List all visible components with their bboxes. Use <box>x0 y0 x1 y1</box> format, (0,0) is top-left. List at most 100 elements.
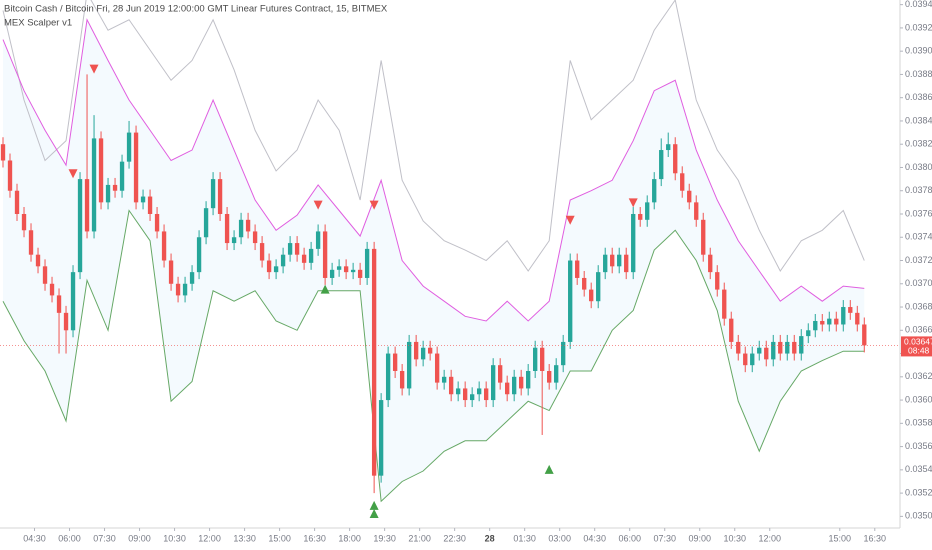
candle <box>434 346 440 390</box>
candle <box>0 137 6 168</box>
candle-body <box>287 243 293 255</box>
candle-body <box>575 260 580 278</box>
candle <box>771 334 776 367</box>
candle <box>448 369 454 402</box>
candle <box>540 340 545 435</box>
candle-body <box>175 283 181 296</box>
candle-body <box>336 266 342 270</box>
candle-body <box>280 254 286 267</box>
candle-body <box>624 254 629 273</box>
candle-body <box>757 347 762 354</box>
candle-body <box>701 219 706 255</box>
candle <box>147 189 153 221</box>
band-line <box>2 0 865 272</box>
candle <box>350 262 356 280</box>
candle <box>441 369 447 390</box>
candle <box>512 369 517 402</box>
candle <box>273 259 279 280</box>
candle-body <box>526 370 531 389</box>
candle <box>21 207 27 238</box>
candle-body <box>392 353 398 371</box>
candle-body <box>133 132 139 203</box>
x-tick-label: 16:30 <box>864 533 887 543</box>
candle <box>862 317 867 353</box>
candle-body <box>49 283 55 296</box>
candle <box>7 153 13 198</box>
candle-body <box>519 376 524 389</box>
candle <box>119 154 125 198</box>
candle-body <box>189 272 195 284</box>
candle <box>554 358 559 390</box>
x-tick-label: 10:30 <box>723 533 746 543</box>
candle-body <box>827 318 832 325</box>
candle <box>568 253 573 349</box>
candle-body <box>792 341 797 354</box>
candle-body <box>105 184 111 203</box>
candle-body <box>371 248 377 476</box>
candle-body <box>238 219 244 238</box>
candle-body <box>217 179 223 214</box>
x-tick-label: 16:30 <box>303 533 326 543</box>
candle-body <box>147 196 153 214</box>
candle <box>806 323 811 344</box>
candle-body <box>77 179 83 273</box>
candle <box>645 195 650 227</box>
candle <box>98 131 104 210</box>
buy-signal <box>369 509 379 519</box>
candle-body <box>301 254 307 263</box>
candle-body <box>483 388 489 401</box>
candle-body <box>35 254 41 267</box>
candle <box>757 340 762 361</box>
band-fill <box>3 19 865 502</box>
candle-body <box>462 388 468 401</box>
x-tick-label: 03:00 <box>548 533 571 543</box>
candle <box>519 369 524 396</box>
candle-body <box>455 388 461 395</box>
candle-body <box>631 213 636 273</box>
candle <box>736 334 741 361</box>
candle-body <box>98 138 104 203</box>
candle <box>469 387 475 408</box>
candle <box>224 207 230 251</box>
x-tick-label: 04:30 <box>23 533 46 543</box>
candle <box>505 375 510 402</box>
candle-body <box>813 320 818 331</box>
candle <box>126 120 132 169</box>
candle <box>561 334 566 373</box>
candle <box>659 138 664 187</box>
candle <box>841 300 846 332</box>
candle <box>161 224 167 268</box>
candle-body <box>441 376 447 383</box>
candle <box>582 270 587 297</box>
candle-body <box>771 341 776 360</box>
x-tick-label: 28 <box>485 533 495 543</box>
candle-body <box>343 266 349 273</box>
candle <box>252 224 258 251</box>
candle <box>708 247 713 280</box>
candle-body <box>673 144 678 174</box>
candle-body <box>505 382 510 395</box>
candle-body <box>638 213 643 220</box>
candle <box>750 346 755 373</box>
candle <box>42 259 48 291</box>
candle <box>680 166 685 198</box>
candle-body <box>722 289 727 319</box>
candle-body <box>364 248 370 278</box>
candle <box>652 172 657 210</box>
candle-body <box>308 248 314 263</box>
sell-signal <box>89 64 99 74</box>
candle <box>624 247 629 280</box>
candle-body <box>490 365 496 401</box>
candle <box>827 311 832 332</box>
candle <box>547 364 552 390</box>
x-tick-label: 15:00 <box>268 533 291 543</box>
candle <box>301 247 307 270</box>
candle <box>701 212 706 262</box>
